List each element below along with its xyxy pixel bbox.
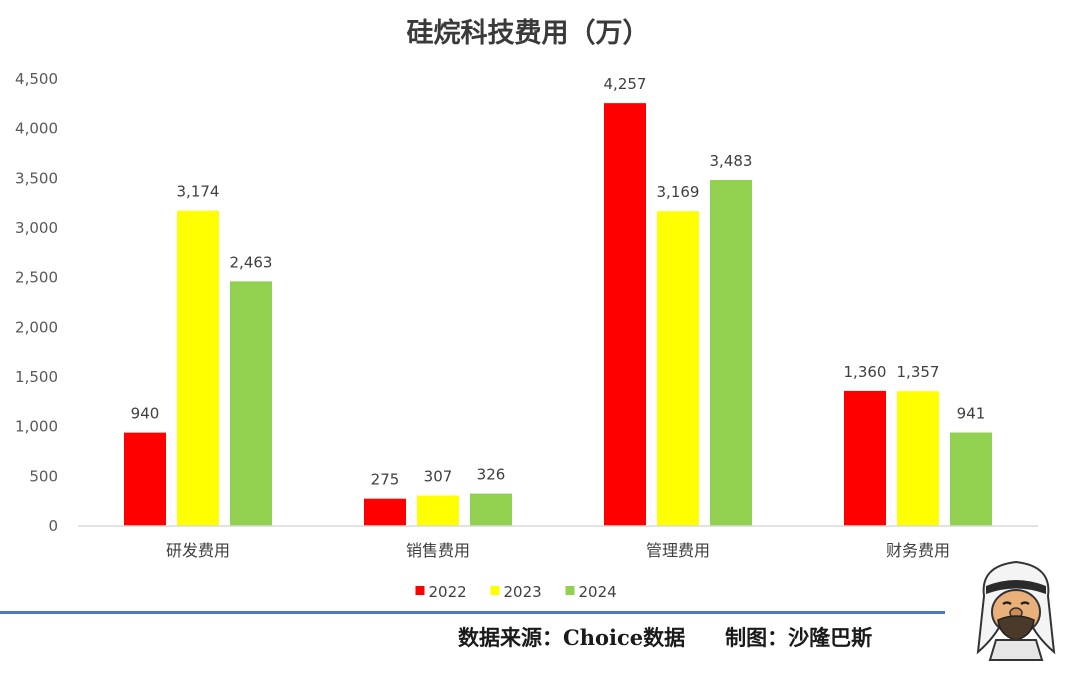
y-tick-label: 3,000 (15, 219, 58, 237)
bar-2024-3 (950, 432, 992, 526)
bar-2022-0 (124, 432, 166, 526)
legend-label: 2024 (579, 583, 617, 601)
data-label: 4,257 (604, 75, 647, 93)
data-label: 1,357 (897, 363, 940, 381)
data-label: 326 (477, 466, 506, 484)
y-tick-label: 4,500 (15, 70, 58, 88)
legend-swatch-2024 (565, 586, 575, 595)
y-tick-label: 3,500 (15, 169, 58, 187)
bars (124, 103, 992, 527)
y-tick-label: 1,000 (15, 418, 58, 436)
data-label: 3,483 (710, 152, 753, 170)
x-axis: 研发费用 销售费用 管理费用 财务费用 (78, 525, 1038, 560)
y-tick-label: 500 (29, 467, 58, 485)
chart-title: 硅烷科技费用（万） (407, 17, 650, 49)
legend: 2022 2023 2024 (415, 583, 617, 601)
x-category-label: 管理费用 (646, 541, 710, 560)
source-note: 数据来源：Choice数据 (458, 625, 686, 650)
y-tick-label: 4,000 (15, 120, 58, 138)
data-label: 940 (131, 405, 160, 423)
data-label: 941 (957, 405, 986, 423)
data-label: 3,174 (177, 183, 220, 201)
bar-2023-0 (177, 210, 219, 526)
y-tick-label: 0 (48, 517, 58, 535)
x-category-label: 研发费用 (166, 541, 230, 560)
bar-2024-0 (230, 281, 272, 526)
y-tick-label: 2,500 (15, 269, 58, 287)
bar-2023-3 (897, 391, 939, 526)
data-labels: 940 3,174 2,463 275 307 326 4,257 3,169 3,483 1,3… (131, 75, 986, 489)
bar-2022-2 (604, 103, 646, 526)
data-label: 3,169 (657, 183, 700, 201)
data-label: 307 (424, 468, 453, 486)
author-note: 制图：沙隆巴斯 (725, 625, 873, 650)
bar-2022-1 (364, 498, 406, 526)
x-category-label: 销售费用 (406, 541, 470, 560)
y-tick-label: 1,500 (15, 368, 58, 386)
y-axis: 0 500 1,000 1,500 2,000 2,500 3,000 3,500 4,000 4… (15, 70, 58, 535)
x-category-label: 财务费用 (886, 541, 950, 560)
legend-swatch-2023 (490, 586, 500, 595)
legend-label: 2022 (429, 583, 467, 601)
bar-2023-2 (657, 211, 699, 527)
bar-2022-3 (844, 390, 886, 526)
data-label: 1,360 (844, 363, 887, 381)
mascot-logo (976, 560, 1056, 661)
bar-2023-1 (417, 495, 459, 526)
legend-label: 2023 (504, 583, 542, 601)
footer-divider (0, 611, 945, 614)
y-tick-label: 2,000 (15, 318, 58, 336)
data-label: 2,463 (230, 253, 273, 271)
footer: 数据来源：Choice数据 制图：沙隆巴斯 (458, 622, 872, 652)
data-label: 275 (371, 471, 400, 489)
bar-2024-2 (710, 180, 752, 526)
bar-2024-1 (470, 493, 512, 526)
legend-swatch-2022 (415, 586, 425, 595)
